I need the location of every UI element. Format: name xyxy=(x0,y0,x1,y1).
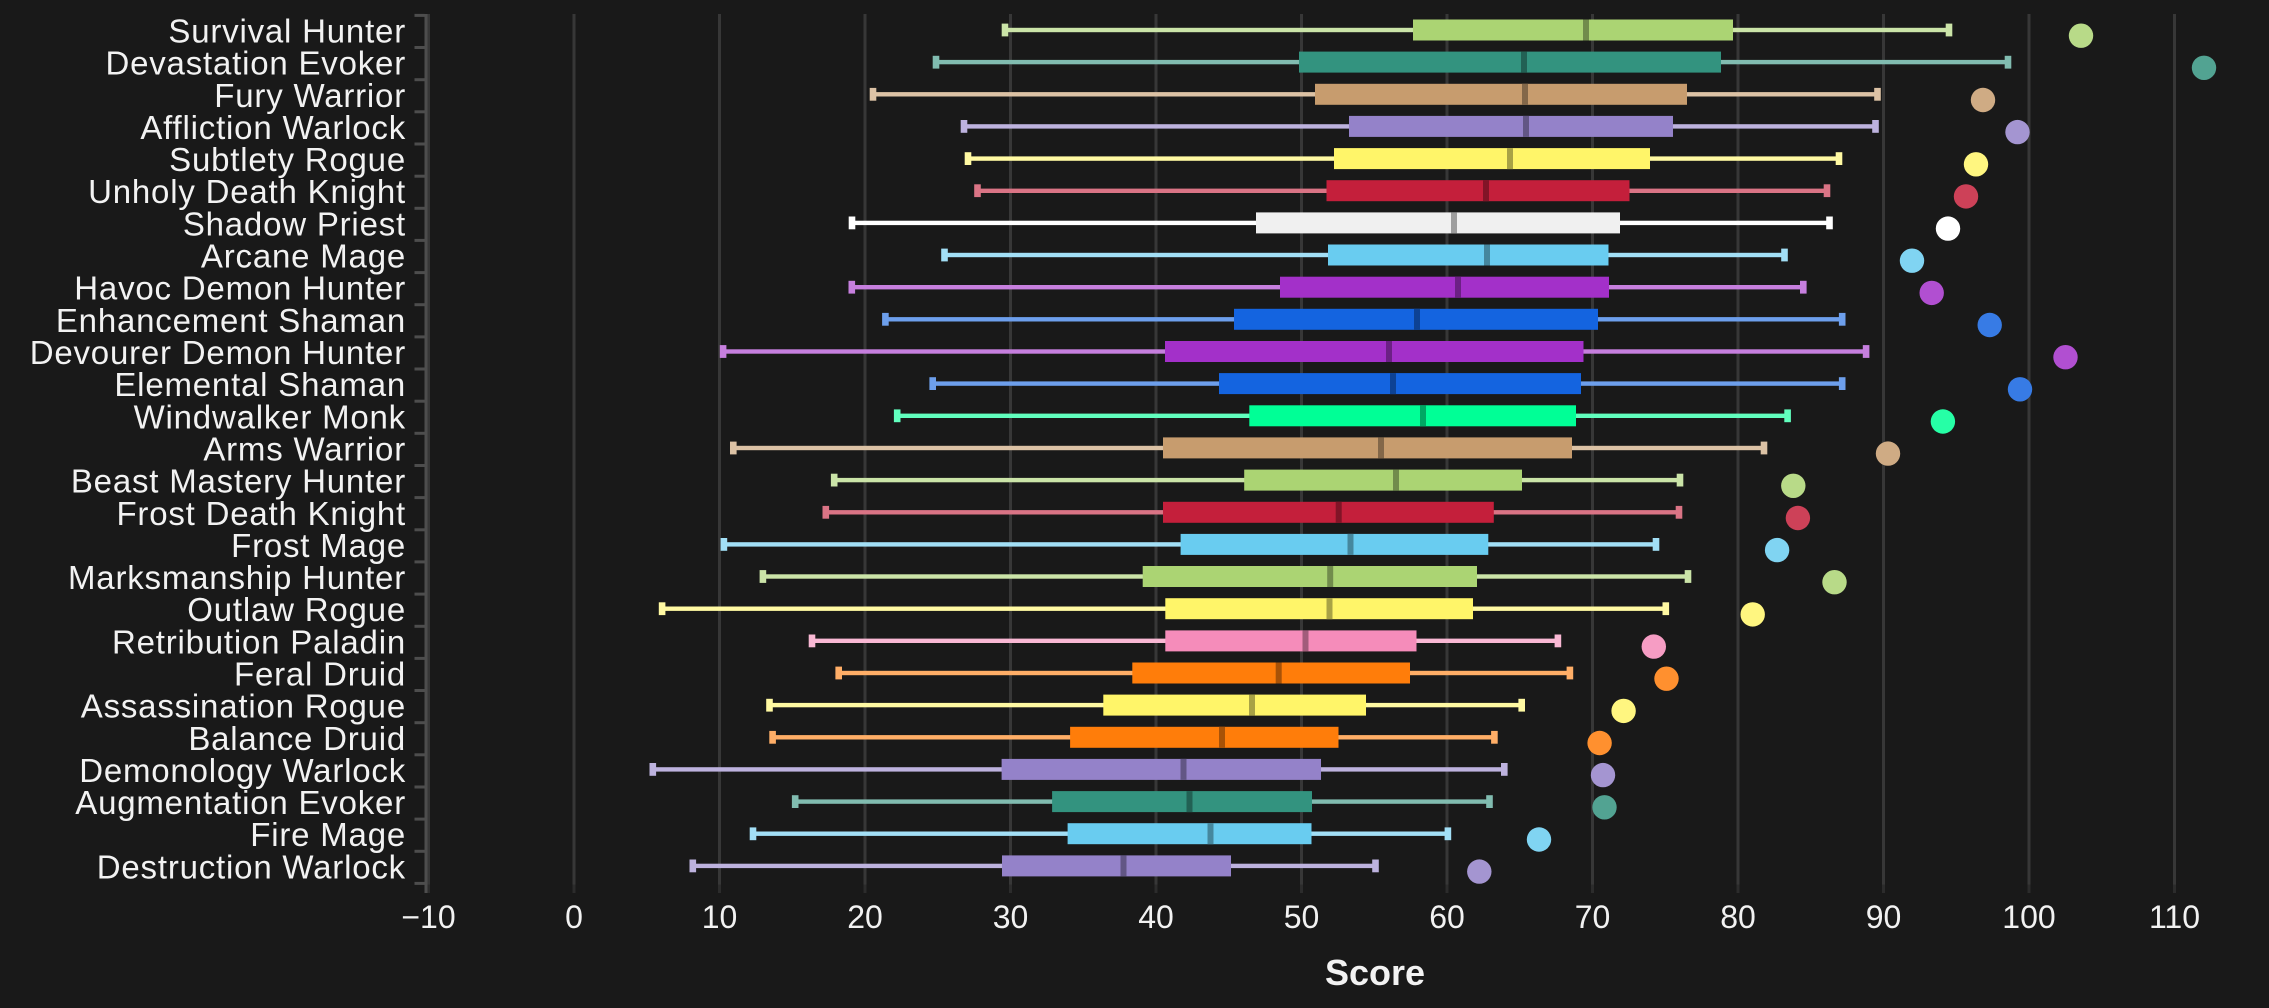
svg-text:Windwalker Monk: Windwalker Monk xyxy=(134,398,406,435)
svg-text:Destruction Warlock: Destruction Warlock xyxy=(97,848,406,885)
svg-text:110: 110 xyxy=(2149,899,2200,935)
svg-text:Balance Druid: Balance Druid xyxy=(188,720,406,757)
svg-text:80: 80 xyxy=(1720,899,1756,935)
svg-text:Feral Druid: Feral Druid xyxy=(234,656,406,693)
svg-text:Assassination Rogue: Assassination Rogue xyxy=(81,688,406,725)
svg-text:50: 50 xyxy=(1284,899,1320,935)
svg-text:Arms Warrior: Arms Warrior xyxy=(203,430,406,467)
svg-text:Frost Mage: Frost Mage xyxy=(231,527,406,564)
svg-text:Demonology Warlock: Demonology Warlock xyxy=(79,752,406,789)
svg-text:40: 40 xyxy=(1138,899,1174,935)
svg-text:Survival Hunter: Survival Hunter xyxy=(168,13,406,50)
svg-text:Shadow Priest: Shadow Priest xyxy=(183,205,406,242)
svg-text:−10: −10 xyxy=(401,899,455,935)
svg-text:Beast Mastery Hunter: Beast Mastery Hunter xyxy=(71,463,406,500)
svg-text:60: 60 xyxy=(1429,899,1465,935)
svg-text:Score: Score xyxy=(1325,952,1425,993)
svg-text:Affliction Warlock: Affliction Warlock xyxy=(140,109,406,146)
svg-text:Fire Mage: Fire Mage xyxy=(250,816,406,853)
svg-text:Subtlety Rogue: Subtlety Rogue xyxy=(169,141,406,178)
svg-text:Retribution Paladin: Retribution Paladin xyxy=(112,623,406,660)
svg-text:Marksmanship Hunter: Marksmanship Hunter xyxy=(68,559,406,596)
svg-text:Devastation Evoker: Devastation Evoker xyxy=(105,45,406,82)
svg-text:30: 30 xyxy=(993,899,1029,935)
svg-text:Outlaw Rogue: Outlaw Rogue xyxy=(187,591,406,628)
svg-text:Unholy Death Knight: Unholy Death Knight xyxy=(88,173,406,210)
svg-text:Elemental Shaman: Elemental Shaman xyxy=(114,366,406,403)
svg-text:Augmentation Evoker: Augmentation Evoker xyxy=(75,784,406,821)
svg-text:Frost Death Knight: Frost Death Knight xyxy=(116,495,406,532)
svg-text:Enhancement Shaman: Enhancement Shaman xyxy=(56,302,406,339)
svg-text:0: 0 xyxy=(565,899,583,935)
svg-text:Fury Warrior: Fury Warrior xyxy=(214,77,406,114)
svg-text:Arcane Mage: Arcane Mage xyxy=(201,238,406,275)
svg-text:10: 10 xyxy=(702,899,738,935)
svg-text:Devourer Demon Hunter: Devourer Demon Hunter xyxy=(30,334,406,371)
svg-text:70: 70 xyxy=(1575,899,1611,935)
svg-text:100: 100 xyxy=(2002,899,2055,935)
svg-text:20: 20 xyxy=(847,899,883,935)
svg-text:90: 90 xyxy=(1866,899,1902,935)
svg-text:Havoc Demon Hunter: Havoc Demon Hunter xyxy=(74,270,406,307)
